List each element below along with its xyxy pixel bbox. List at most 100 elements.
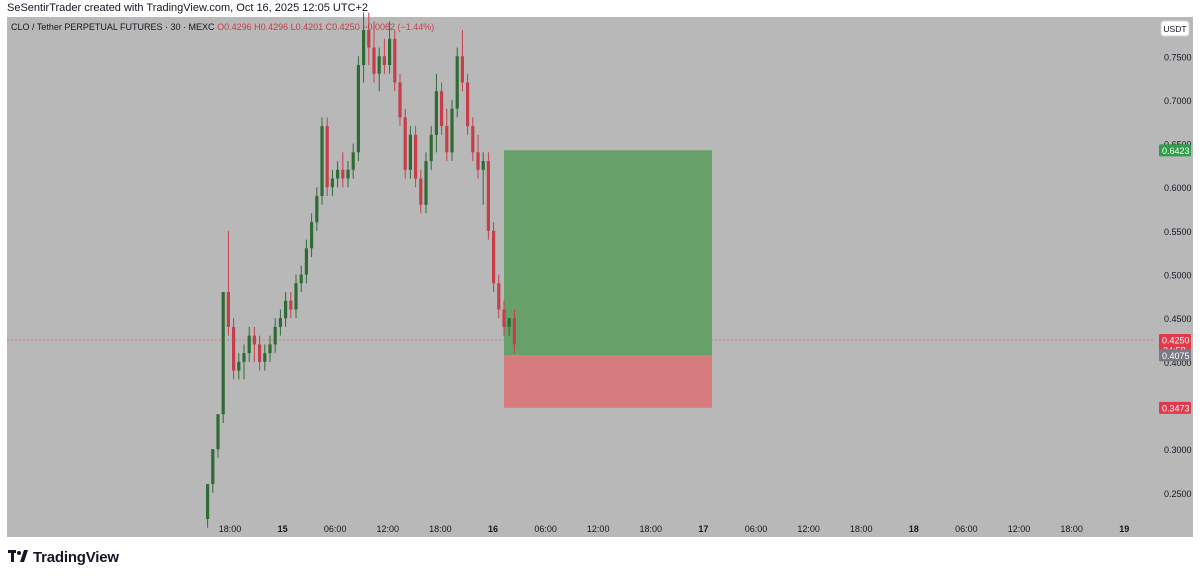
x-tick-label: 18 [909,524,919,534]
candle-body[interactable] [356,65,360,153]
candle-body[interactable] [304,248,308,275]
x-tick-label: 06:00 [534,524,557,534]
candle-body[interactable] [247,335,251,354]
candle-body[interactable] [408,134,412,170]
x-tick-label: 19 [1119,524,1129,534]
price-label-tag [1159,401,1191,414]
candle-body[interactable] [450,108,454,153]
candle-body[interactable] [367,30,371,48]
y-tick-label: 0.6000 [1164,183,1192,193]
candle-body[interactable] [278,318,282,327]
x-tick-label: 12:00 [587,524,610,534]
currency-button[interactable] [1160,20,1190,37]
price-axis[interactable] [1155,17,1193,537]
candle-body[interactable] [299,274,303,284]
candle-body[interactable] [252,335,256,345]
x-tick-label: 18:00 [429,524,452,534]
candle-body[interactable] [372,47,376,74]
candle-body[interactable] [273,326,277,345]
position-loss-zone[interactable] [504,355,712,408]
candle-body[interactable] [258,344,262,362]
x-tick-label: 18:00 [640,524,663,534]
x-tick-label: 12:00 [1008,524,1031,534]
candle-body[interactable] [336,169,340,179]
x-tick-label: 16 [488,524,498,534]
candle-body[interactable] [497,283,501,310]
candle-body[interactable] [226,292,230,327]
candle-body[interactable] [419,178,423,205]
y-tick-label: 0.5000 [1164,271,1192,281]
candle-body[interactable] [294,283,298,310]
price-label: 0.4075 [1162,351,1190,361]
candle-body[interactable] [237,361,241,371]
candle-body[interactable] [382,56,386,66]
x-tick-label: 17 [698,524,708,534]
x-tick-label: 06:00 [745,524,768,534]
y-tick-label: 0.7000 [1164,96,1192,106]
candle-body[interactable] [502,309,506,327]
y-tick-label: 0.7500 [1164,52,1192,62]
candle-body[interactable] [507,318,511,327]
candle-body[interactable] [434,91,438,135]
candle-body[interactable] [440,91,444,127]
candle-body[interactable] [492,230,496,284]
candle-body[interactable] [476,152,480,170]
candle-body[interactable] [206,484,210,519]
candle-body[interactable] [398,82,402,118]
candle-body[interactable] [429,134,433,162]
tradingview-logo-icon [8,550,28,564]
candle-body[interactable] [455,56,459,109]
candle-body[interactable] [216,414,220,450]
candle-body[interactable] [325,126,329,188]
candle-body[interactable] [388,38,392,66]
y-tick-label: 0.5500 [1164,227,1192,237]
position-profit-zone[interactable] [504,150,712,356]
candle-body[interactable] [346,169,350,179]
symbol-legend[interactable]: CLO / Tether PERPETUAL FUTURES · 30 · ME… [11,22,434,32]
price-label-tag [1159,349,1191,362]
x-tick-label: 06:00 [955,524,978,534]
x-tick-label: 18:00 [850,524,873,534]
candle-body[interactable] [268,344,272,354]
candle-body[interactable] [460,56,464,83]
candle-body[interactable] [320,126,324,196]
candle-body[interactable] [310,222,314,249]
candle-body[interactable] [351,152,355,170]
attribution-bar: SeSentirTrader created with TradingView.… [0,0,1200,17]
candle-body[interactable] [512,318,516,345]
candle-body[interactable] [289,300,293,310]
candle-body[interactable] [341,169,345,179]
candle-body[interactable] [284,300,288,319]
y-tick-label: 0.4000 [1164,358,1192,368]
candle-body[interactable] [393,38,397,83]
attribution-text: SeSentirTrader created with TradingView.… [7,2,369,14]
candle-body[interactable] [242,353,246,362]
candle-body[interactable] [315,195,319,223]
x-tick-label: 18:00 [1060,524,1083,534]
candle-body[interactable] [481,161,485,170]
x-tick-label: 06:00 [324,524,347,534]
candle-body[interactable] [211,449,215,485]
x-tick-label: 12:00 [797,524,820,534]
candle-body[interactable] [471,126,475,153]
candle-body[interactable] [486,161,490,231]
candle-body[interactable] [263,353,267,362]
y-tick-label: 0.4500 [1164,314,1192,324]
candle-body[interactable] [362,30,366,66]
candle-body[interactable] [221,292,225,415]
tradingview-logo[interactable]: TradingView [8,548,119,566]
candle-body[interactable] [466,82,470,127]
candle-body[interactable] [232,326,236,371]
price-label: 0.4250 [1162,336,1190,346]
price-label-tag [1159,144,1191,157]
candle-body[interactable] [330,178,334,188]
candle-body[interactable] [414,134,418,179]
candle-body[interactable] [403,117,407,170]
candle-body[interactable] [377,56,381,74]
candle-body[interactable] [445,126,449,153]
y-tick-label: 0.3000 [1164,445,1192,455]
price-label: 0.3473 [1162,403,1190,413]
currency-button-label: USDT [1163,24,1186,34]
candle-body[interactable] [424,161,428,205]
